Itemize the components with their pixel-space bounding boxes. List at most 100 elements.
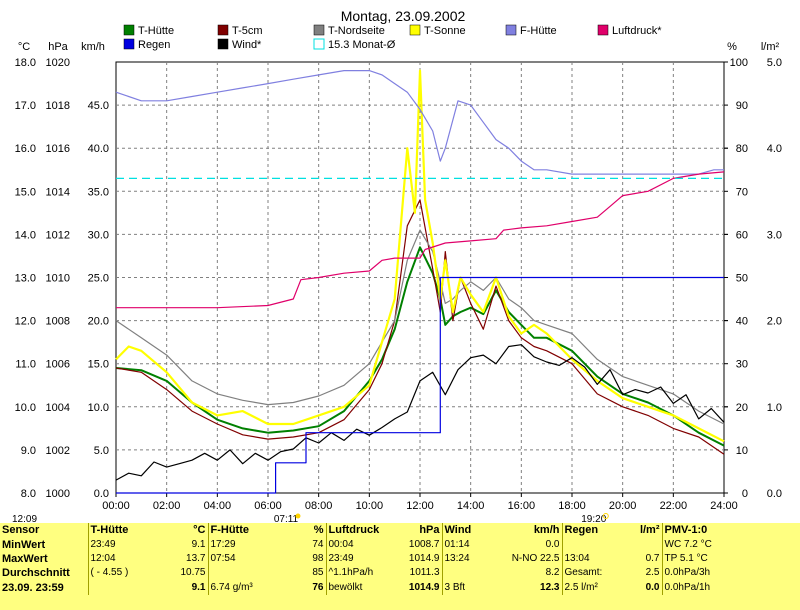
y-tick-label-humidity: 90 bbox=[736, 100, 748, 112]
y-tick-label-temp: 18.0 bbox=[15, 57, 36, 69]
y-tick-label-wind: 30.0 bbox=[88, 229, 109, 241]
y-tick-label-wind: 35.0 bbox=[88, 186, 109, 198]
x-tick-label: 14:00 bbox=[457, 500, 485, 512]
stats-cell: 01:14 bbox=[441, 537, 482, 552]
y-tick-label-temp: 17.0 bbox=[15, 100, 36, 112]
statistics-table: Sensor T-Hütte °C F-Hütte% Luftdruck hPa Wind k… bbox=[0, 523, 800, 595]
stats-cell: MaxWert bbox=[2, 552, 48, 565]
y-tick-label-humidity: 10 bbox=[736, 445, 748, 457]
stats-cell: 0.0 bbox=[645, 581, 660, 593]
x-tick-label: 08:00 bbox=[305, 500, 333, 512]
stats-row: MinWert 23:49 9.1 17:29 74 00:04 1008.7 01:14 0.… bbox=[0, 537, 800, 552]
x-tick-label: 22:00 bbox=[660, 500, 688, 512]
y-tick-label-humidity: 70 bbox=[736, 186, 748, 198]
y-tick-label-wind: 20.0 bbox=[88, 316, 109, 328]
y-tick-label-pressure: 1008 bbox=[46, 316, 70, 328]
stats-cell: 0.0hPa/1h bbox=[661, 580, 800, 595]
stats-cell: 98 bbox=[312, 552, 324, 564]
x-tick-label: 24:00 bbox=[710, 500, 738, 512]
stats-cell: 13:24 bbox=[441, 551, 482, 567]
y-tick-label-pressure: 1010 bbox=[46, 273, 70, 285]
legend-swatch bbox=[597, 24, 609, 36]
stats-cell: 23:49 bbox=[325, 551, 394, 567]
corner-time: 12:09 bbox=[12, 514, 37, 523]
stats-cell: Sensor bbox=[2, 524, 40, 537]
stats-cell: 6.74 g/m³ bbox=[207, 580, 284, 595]
y-tick-label-humidity: 30 bbox=[736, 359, 748, 371]
chart-title: Montag, 23.09.2002 bbox=[341, 8, 466, 24]
y-tick-label-wind: 0.0 bbox=[94, 488, 109, 500]
stats-cell: 00:04 bbox=[325, 537, 394, 552]
stats-cell: 13.7 bbox=[186, 552, 206, 564]
stats-cell: 9.1 bbox=[191, 581, 206, 593]
stats-cell: 13:04 bbox=[561, 551, 624, 567]
y-tick-label-temp: 10.0 bbox=[15, 402, 36, 414]
y-tick-label-temp: 16.0 bbox=[15, 143, 36, 155]
stats-cell: 1011.3 bbox=[409, 567, 440, 579]
y-tick-label-temp: 9.0 bbox=[21, 445, 36, 457]
stats-cell: 74 bbox=[312, 538, 324, 550]
y-tick-label-humidity: 20 bbox=[736, 402, 748, 414]
weather-chart: Montag, 23.09.2002 T-Hütte T-5cm T-Nordsei… bbox=[12, 8, 782, 523]
tick-labels: 8.0 9.0 10.0 11.0 12.0 13.0 14.0 15.0 16.0 17.0 18… bbox=[15, 57, 782, 512]
stats-cell: 0.7 bbox=[645, 552, 660, 564]
legend-label: T-5cm bbox=[232, 25, 263, 37]
series-line-4 bbox=[115, 69, 724, 175]
x-tick-label: 00:00 bbox=[102, 500, 130, 512]
stats-cell: 23:49 bbox=[87, 537, 160, 552]
y-tick-label-pressure: 1018 bbox=[46, 100, 70, 112]
y-tick-label-temp: 15.0 bbox=[15, 186, 36, 198]
legend-swatch bbox=[313, 38, 325, 50]
x-tick-label: 18:00 bbox=[558, 500, 586, 512]
legend-label: F-Hütte bbox=[520, 25, 557, 37]
sunrise-marker bbox=[295, 513, 301, 519]
legend-label: T-Sonne bbox=[424, 25, 466, 37]
stats-cell: °C bbox=[193, 524, 206, 537]
annotations: 07:11 19:20 12:09 bbox=[12, 513, 609, 523]
series-layer bbox=[115, 69, 725, 494]
stats-cell: 85 bbox=[312, 567, 324, 579]
stats-header-row: Sensor T-Hütte °C F-Hütte% Luftdruck hPa Wind k… bbox=[0, 523, 800, 538]
stats-cell: 2.5 bbox=[645, 567, 660, 579]
y-tick-label-wind: 10.0 bbox=[88, 402, 109, 414]
legend-label: Regen bbox=[138, 39, 170, 51]
stats-cell: 8.2 bbox=[545, 567, 560, 579]
y-tick-label-wind: 5.0 bbox=[94, 445, 109, 457]
y-tick-label-pressure: 1020 bbox=[46, 57, 70, 69]
y-tick-label-wind: 45.0 bbox=[88, 100, 109, 112]
legend-swatch bbox=[313, 24, 325, 36]
y-tick-label-pressure: 1016 bbox=[46, 143, 70, 155]
y-tick-label-temp: 14.0 bbox=[15, 229, 36, 241]
stats-row: MaxWert 12:04 13.7 07:54 98 23:49 1014.9 13:24 N… bbox=[0, 551, 800, 567]
stats-cell: % bbox=[313, 524, 324, 537]
y-tick-label-humidity: 100 bbox=[730, 57, 748, 69]
x-tick-label: 10:00 bbox=[356, 500, 384, 512]
stats-cell: ^1.1hPa/h bbox=[325, 566, 394, 581]
stats-cell: l/m² bbox=[639, 524, 660, 537]
legend-swatch bbox=[505, 24, 517, 36]
y-tick-label-temp: 13.0 bbox=[15, 273, 36, 285]
x-tick-label: 16:00 bbox=[508, 500, 536, 512]
series-line-7 bbox=[116, 276, 724, 494]
x-tick-label: 04:00 bbox=[204, 500, 232, 512]
stats-row: Durchschnitt ( - 4.55 ) 10.75 85 ^1.1hPa/h 10… bbox=[0, 566, 800, 581]
stats-cell: 76 bbox=[312, 581, 324, 593]
stats-cell: F-Hütte bbox=[207, 523, 284, 538]
stats-cell bbox=[441, 566, 482, 581]
stats-cell: 17:29 bbox=[207, 537, 284, 552]
legend-swatch bbox=[409, 24, 421, 36]
y-tick-label-pressure: 1002 bbox=[46, 445, 70, 457]
stats-cell: hPa bbox=[419, 524, 440, 537]
stats-cell: TP 5.1 °C bbox=[661, 551, 800, 567]
stats-cell: 23.09. 23:59 bbox=[2, 581, 64, 594]
stats-cell: PMV-1:0 bbox=[661, 523, 800, 538]
stats-cell: T-Hütte bbox=[87, 523, 160, 538]
sunset-time: 19:20 bbox=[581, 514, 606, 523]
stats-cell: Wind bbox=[441, 523, 482, 538]
x-tick-label: 20:00 bbox=[609, 500, 637, 512]
y-tick-label-rain: 1.0 bbox=[767, 402, 782, 414]
stats-cell: ( - 4.55 ) bbox=[87, 566, 160, 581]
series-line-3 bbox=[115, 69, 725, 443]
stats-cell: Regen bbox=[561, 523, 624, 538]
y-tick-label-pressure: 1006 bbox=[46, 359, 70, 371]
